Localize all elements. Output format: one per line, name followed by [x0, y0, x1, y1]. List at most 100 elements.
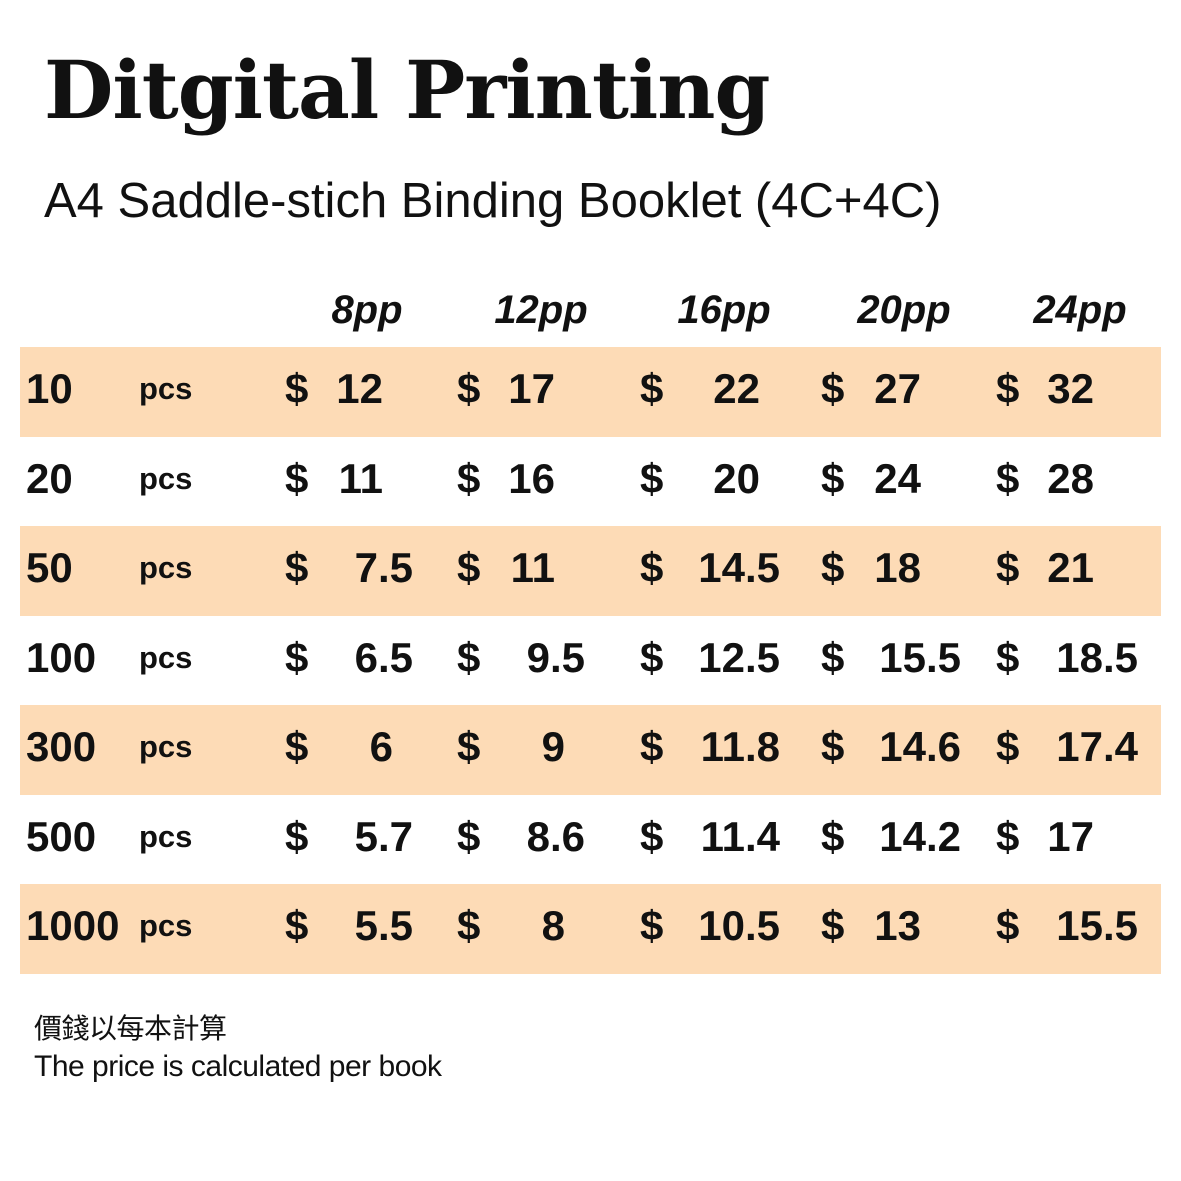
price-value: 17: [508, 365, 555, 412]
price-cell: $18: [821, 526, 991, 616]
price-value: 6.5: [354, 633, 413, 681]
price-cell: $12: [285, 347, 455, 437]
currency-symbol: $: [996, 544, 1020, 591]
currency-symbol: $: [996, 902, 1020, 949]
unit-cell: pcs: [139, 371, 193, 406]
column-header-20pp: 20pp: [857, 288, 951, 332]
column-header-24pp: 24pp: [1033, 288, 1127, 332]
currency-symbol: $: [640, 902, 664, 949]
price-cell: $14.5: [640, 526, 810, 616]
quantity-cell: 500: [26, 812, 97, 860]
currency-symbol: $: [996, 365, 1020, 412]
price-cell: $11.4: [640, 795, 810, 885]
price-cell: $9: [457, 705, 627, 795]
unit-cell: pcs: [139, 729, 193, 764]
price-cell: $14.6: [821, 705, 991, 795]
currency-symbol: $: [457, 454, 481, 502]
price-cell: $7.5: [285, 526, 455, 616]
price-value: 10.5: [698, 902, 780, 949]
price-cell: $27: [821, 347, 991, 437]
table-row: 20 pcs $11 $16 $20 $24 $28: [20, 437, 1161, 527]
table-row: 50 pcs $7.5 $11 $14.5 $18 $21: [20, 526, 1161, 616]
price-value: 17: [1047, 812, 1094, 860]
price-value: 18: [874, 544, 921, 591]
unit-cell: pcs: [139, 908, 193, 943]
price-cell: $17: [457, 347, 627, 437]
currency-symbol: $: [821, 544, 845, 591]
price-cell: $22: [640, 347, 810, 437]
price-cell: $24: [821, 437, 991, 527]
table-row: 1000 pcs $5.5 $8 $10.5 $13 $15.5: [20, 884, 1161, 974]
price-value: 28: [1047, 454, 1094, 502]
price-cell: $17: [996, 795, 1166, 885]
table-row: 500 pcs $5.7 $8.6 $11.4 $14.2 $17: [20, 795, 1161, 885]
currency-symbol: $: [640, 723, 664, 770]
price-value: 15.5: [879, 633, 961, 681]
currency-symbol: $: [457, 633, 481, 681]
currency-symbol: $: [996, 454, 1020, 502]
pricing-note-english: The price is calculated per book: [34, 1050, 442, 1083]
currency-symbol: $: [996, 633, 1020, 681]
currency-symbol: $: [285, 454, 309, 502]
currency-symbol: $: [285, 723, 309, 770]
price-cell: $5.5: [285, 884, 455, 974]
price-value: 18.5: [1056, 633, 1138, 681]
price-value: 14.2: [879, 812, 961, 860]
column-header-8pp: 8pp: [331, 288, 403, 332]
currency-symbol: $: [457, 365, 481, 412]
currency-symbol: $: [821, 633, 845, 681]
price-value: 12.5: [698, 633, 780, 681]
price-value: 11: [510, 544, 555, 591]
price-cell: $8: [457, 884, 627, 974]
quantity-cell: 10: [26, 365, 73, 412]
price-value: 11.8: [700, 723, 780, 770]
price-value: 5.7: [354, 812, 413, 860]
price-cell: $15.5: [821, 616, 991, 706]
price-cell: $21: [996, 526, 1166, 616]
price-cell: $11: [457, 526, 627, 616]
price-value: 6: [369, 723, 393, 770]
currency-symbol: $: [285, 812, 309, 860]
price-value: 8.6: [526, 812, 585, 860]
currency-symbol: $: [285, 544, 309, 591]
pricing-note-chinese: 價錢以每本計算: [34, 1012, 227, 1045]
price-cell: $10.5: [640, 884, 810, 974]
price-value: 16: [508, 454, 555, 502]
price-cell: $17.4: [996, 705, 1166, 795]
price-cell: $12.5: [640, 616, 810, 706]
price-cell: $6: [285, 705, 455, 795]
price-cell: $11.8: [640, 705, 810, 795]
price-value: 11: [338, 454, 383, 502]
page-subtitle: A4 Saddle-stich Binding Booklet (4C+4C): [44, 174, 942, 228]
price-cell: $8.6: [457, 795, 627, 885]
price-cell: $28: [996, 437, 1166, 527]
currency-symbol: $: [640, 633, 664, 681]
price-value: 5.5: [354, 902, 413, 949]
price-cell: $15.5: [996, 884, 1166, 974]
table-row: 10 pcs $12 $17 $22 $27 $32: [20, 347, 1161, 437]
price-value: 9: [541, 723, 565, 770]
unit-cell: pcs: [139, 818, 193, 854]
price-cell: $6.5: [285, 616, 455, 706]
currency-symbol: $: [821, 902, 845, 949]
price-value: 12: [336, 365, 383, 412]
currency-symbol: $: [996, 812, 1020, 860]
price-value: 8: [541, 902, 565, 949]
column-header-16pp: 16pp: [677, 288, 771, 332]
unit-cell: pcs: [139, 639, 193, 675]
price-cell: $20: [640, 437, 810, 527]
quantity-cell: 50: [26, 544, 73, 591]
currency-symbol: $: [285, 365, 309, 412]
price-value: 14.6: [879, 723, 961, 770]
currency-symbol: $: [640, 544, 664, 591]
currency-symbol: $: [457, 723, 481, 770]
price-cell: $16: [457, 437, 627, 527]
price-value: 32: [1047, 365, 1094, 412]
price-value: 27: [874, 365, 921, 412]
price-cell: $32: [996, 347, 1166, 437]
currency-symbol: $: [821, 812, 845, 860]
quantity-cell: 100: [26, 633, 97, 681]
price-value: 21: [1047, 544, 1094, 591]
price-value: 24: [874, 454, 921, 502]
price-table: 10 pcs $12 $17 $22 $27 $32 20 pcs $11 $1…: [20, 347, 1161, 974]
